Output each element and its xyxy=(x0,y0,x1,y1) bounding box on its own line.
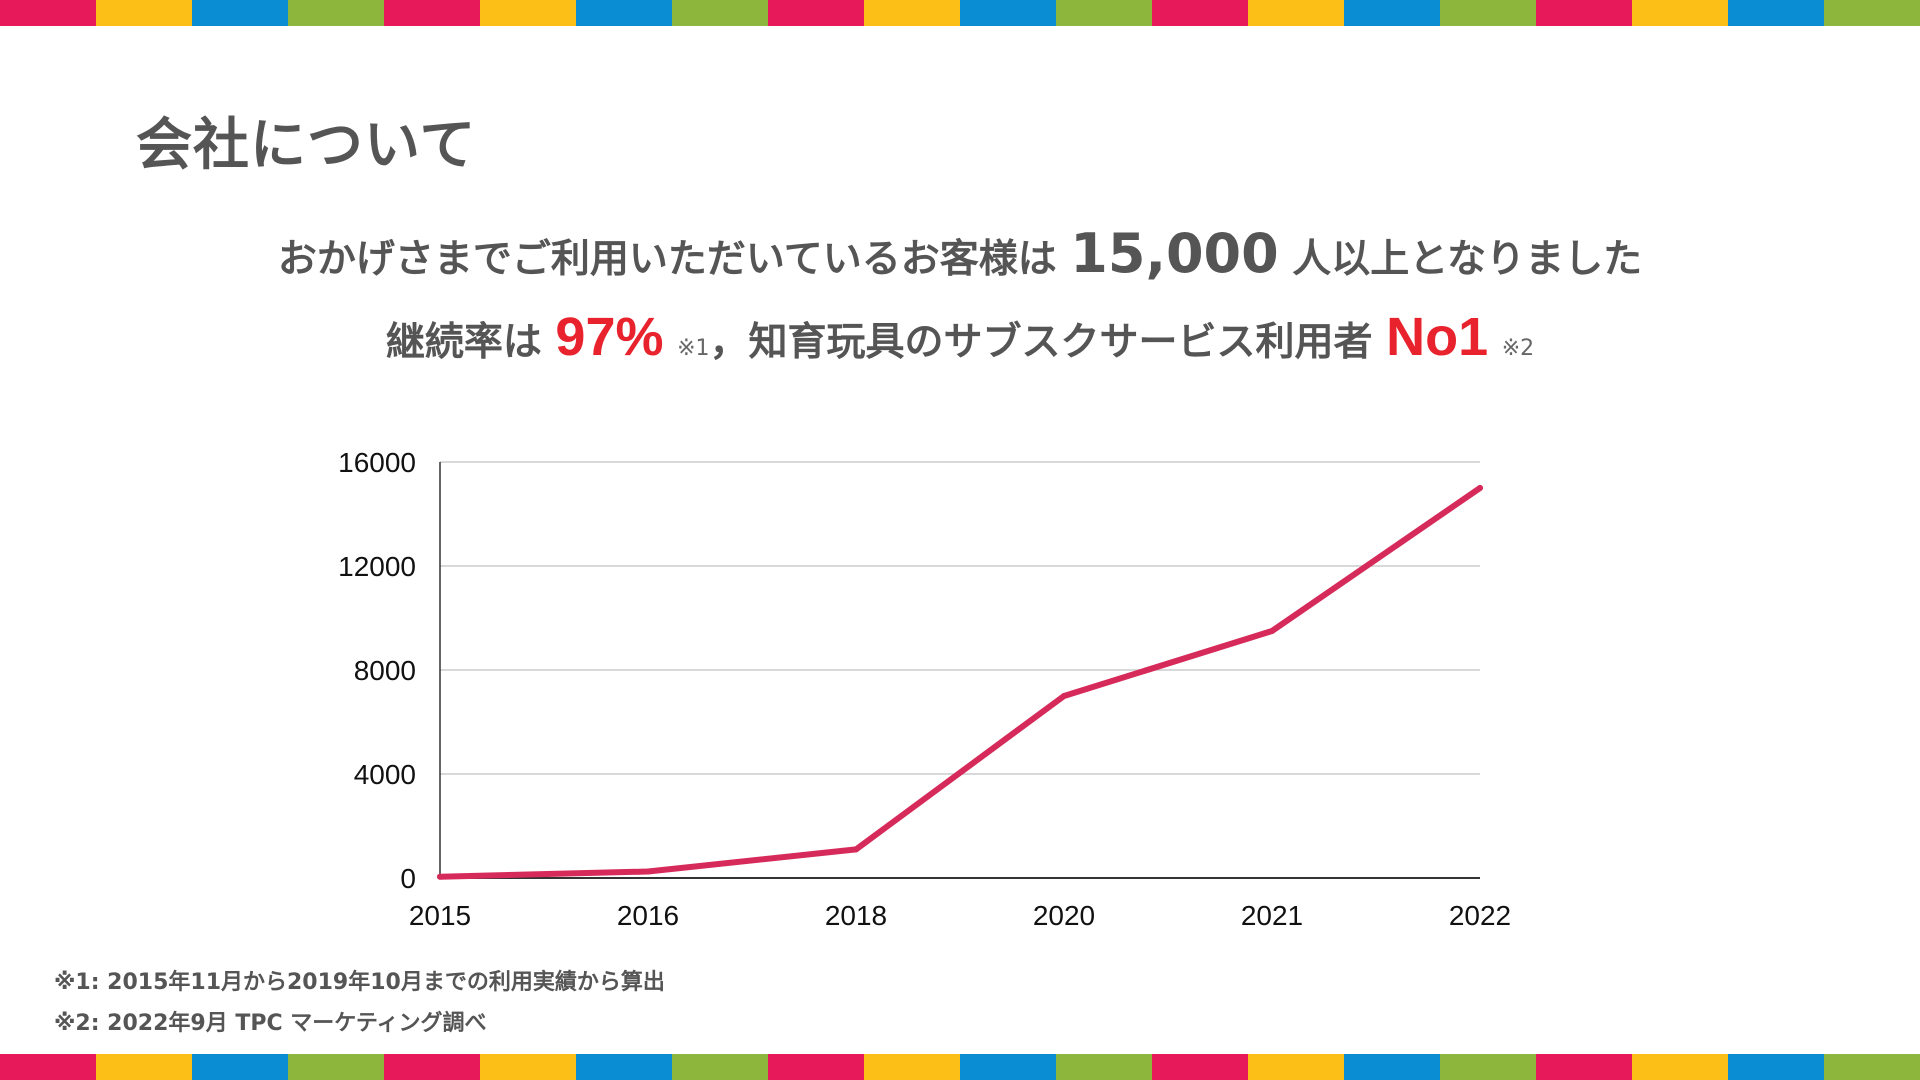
footnote-1: ※1: 2015年11月から2019年10月までの利用実績から算出 xyxy=(54,970,665,995)
y-tick-label: 16000 xyxy=(338,447,416,478)
stripe-segment xyxy=(1344,1054,1440,1080)
stripe-segment xyxy=(1440,1054,1536,1080)
stripe-segment xyxy=(768,1054,864,1080)
x-tick-label: 2018 xyxy=(825,900,887,931)
stripe-segment xyxy=(1824,0,1920,26)
headline-customers: おかげさまでご利用いただいているお客様は 15,000 人以上となりました xyxy=(0,222,1920,285)
stripe-segment xyxy=(480,0,576,26)
stripe-segment xyxy=(288,1054,384,1080)
stripe-segment xyxy=(1440,0,1536,26)
stripe-segment xyxy=(1056,1054,1152,1080)
stripe-segment xyxy=(672,0,768,26)
stripe-segment xyxy=(384,0,480,26)
bottom-color-stripe xyxy=(0,1054,1920,1080)
y-tick-label: 8000 xyxy=(354,655,416,686)
stripe-segment xyxy=(1728,1054,1824,1080)
stripe-segment xyxy=(1248,1054,1344,1080)
stripe-segment xyxy=(1152,1054,1248,1080)
retention-label: 継続率は xyxy=(385,320,542,365)
x-tick-label: 2016 xyxy=(617,900,679,931)
stripe-segment xyxy=(192,1054,288,1080)
data-point xyxy=(1061,693,1067,699)
stripe-segment xyxy=(288,0,384,26)
stripe-segment xyxy=(0,1054,96,1080)
stripe-segment xyxy=(1728,0,1824,26)
stripe-segment xyxy=(1536,1054,1632,1080)
headline-retention: 継続率は 97% ※1，知育玩具のサブスクサービス利用者 No1 ※2 xyxy=(0,306,1920,368)
customer-growth-chart: 0 4000 8000 12000 16000 2015 2016 2018 2020 2021 2… xyxy=(300,440,1550,940)
data-point xyxy=(1269,628,1275,634)
stripe-segment xyxy=(672,1054,768,1080)
x-tick-label: 2022 xyxy=(1449,900,1511,931)
stripe-segment xyxy=(960,1054,1056,1080)
data-point xyxy=(853,846,859,853)
customer-count: 15,000 xyxy=(1070,222,1279,285)
x-tick-label: 2021 xyxy=(1241,900,1303,931)
y-tick-label: 4000 xyxy=(354,759,416,790)
y-tick-label: 12000 xyxy=(338,551,416,582)
data-point xyxy=(1477,485,1483,491)
stripe-segment xyxy=(576,0,672,26)
stripe-segment xyxy=(192,0,288,26)
stripe-segment xyxy=(1632,1054,1728,1080)
ranking-value: No1 xyxy=(1386,307,1489,367)
series-line xyxy=(437,485,1483,880)
x-tick-label: 2015 xyxy=(409,900,471,931)
stripe-segment xyxy=(1056,0,1152,26)
stripe-segment xyxy=(1344,0,1440,26)
stripe-segment xyxy=(1248,0,1344,26)
stripe-segment xyxy=(384,1054,480,1080)
stripe-segment xyxy=(96,0,192,26)
page-title: 会社について xyxy=(136,113,477,178)
ranking-label: ，知育玩具のサブスクサービス利用者 xyxy=(709,320,1373,365)
stripe-segment xyxy=(960,0,1056,26)
line-chart-svg: 0 4000 8000 12000 16000 2015 2016 2018 2020 2021 2… xyxy=(338,447,1511,931)
stripe-segment xyxy=(96,1054,192,1080)
stripe-segment xyxy=(864,1054,960,1080)
retention-note-mark: ※1 xyxy=(677,336,710,361)
stripe-segment xyxy=(576,1054,672,1080)
data-point xyxy=(437,873,443,880)
retention-rate: 97% xyxy=(555,307,664,367)
headline-customers-prefix: おかげさまでご利用いただいているお客様は xyxy=(277,237,1057,282)
ranking-note-mark: ※2 xyxy=(1501,336,1535,361)
data-point xyxy=(645,868,651,875)
headline-customers-suffix: 人以上となりました xyxy=(1292,237,1643,282)
y-tick-label: 0 xyxy=(400,863,416,894)
stripe-segment xyxy=(1536,0,1632,26)
stripe-segment xyxy=(864,0,960,26)
stripe-segment xyxy=(1824,1054,1920,1080)
stripe-segment xyxy=(1632,0,1728,26)
x-tick-label: 2020 xyxy=(1033,900,1095,931)
stripe-segment xyxy=(768,0,864,26)
stripe-segment xyxy=(1152,0,1248,26)
stripe-segment xyxy=(0,0,96,26)
top-color-stripe xyxy=(0,0,1920,26)
stripe-segment xyxy=(480,1054,576,1080)
footnote-2: ※2: 2022年9月 TPC マーケティング調べ xyxy=(54,1011,487,1036)
